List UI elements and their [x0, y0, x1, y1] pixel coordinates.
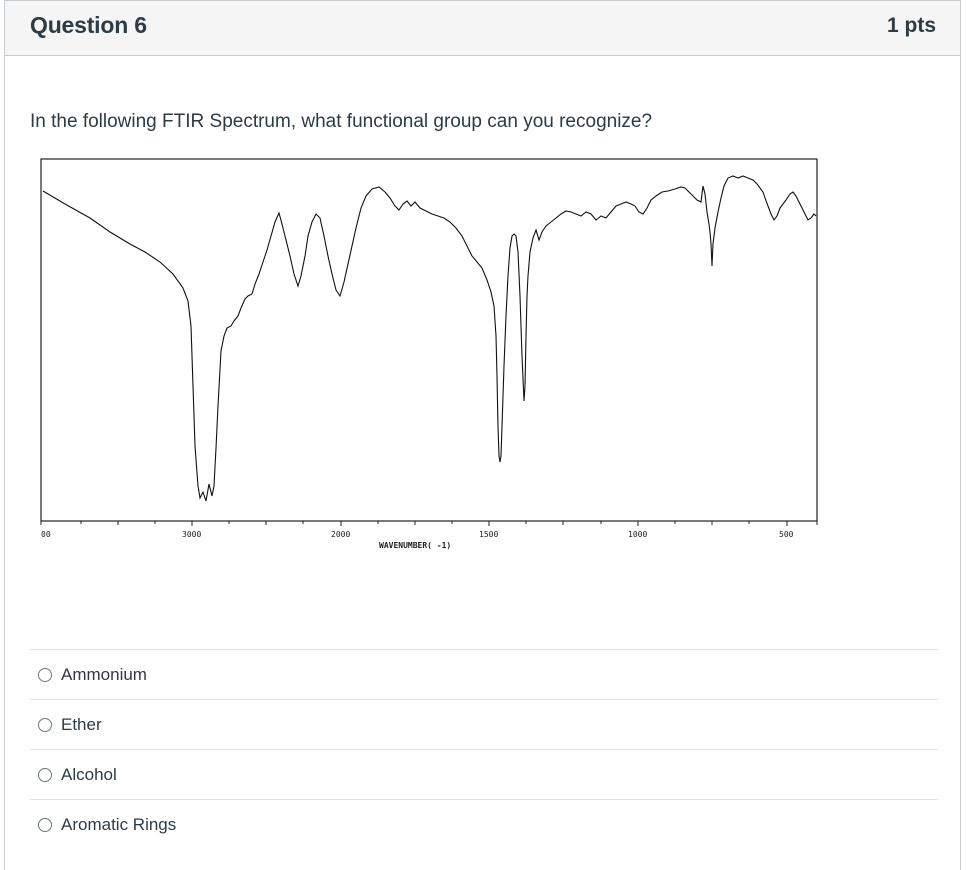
answer-label: Ether — [61, 714, 102, 734]
x-tick-label: 3000 — [182, 530, 201, 539]
question-title: Question 6 — [30, 12, 147, 38]
question-points: 1 pts — [886, 14, 936, 37]
radio-button[interactable] — [38, 767, 52, 782]
spectrum-frame — [40, 158, 818, 522]
answer-list: Ammonium Ether Alcohol Aromatic Rings — [30, 649, 938, 849]
answer-option-ether[interactable]: Ether — [30, 699, 938, 749]
spectrum-trace — [42, 175, 817, 502]
x-tick-label: 1000 — [628, 530, 647, 539]
question-prompt: In the following FTIR Spectrum, what fun… — [30, 111, 653, 132]
radio-button[interactable] — [38, 717, 52, 732]
x-tick-label: 00 — [41, 530, 51, 539]
answer-option-aromatic-rings[interactable]: Aromatic Rings — [30, 799, 938, 849]
answer-label: Alcohol — [61, 764, 117, 784]
radio-button[interactable] — [38, 667, 52, 682]
answer-label: Aromatic Rings — [61, 814, 177, 834]
x-tick-label: 500 — [779, 530, 794, 539]
answer-option-alcohol[interactable]: Alcohol — [30, 749, 938, 799]
ftir-spectrum-image: 00 3000 2000 1500 1000 500 WAVENUMBER( -… — [35, 156, 825, 556]
x-axis-title: WAVENUMBER( -1) — [379, 541, 451, 550]
question-card: Question 6 1 pts In the following FTIR S… — [4, 0, 961, 870]
answer-label: Ammonium — [61, 664, 147, 684]
x-axis-ticks — [40, 521, 818, 526]
radio-button[interactable] — [38, 817, 52, 832]
answer-option-ammonium[interactable]: Ammonium — [30, 649, 938, 699]
x-tick-label: 1500 — [479, 530, 498, 539]
question-header: Question 6 1 pts — [5, 1, 960, 56]
x-tick-label: 2000 — [331, 530, 350, 539]
